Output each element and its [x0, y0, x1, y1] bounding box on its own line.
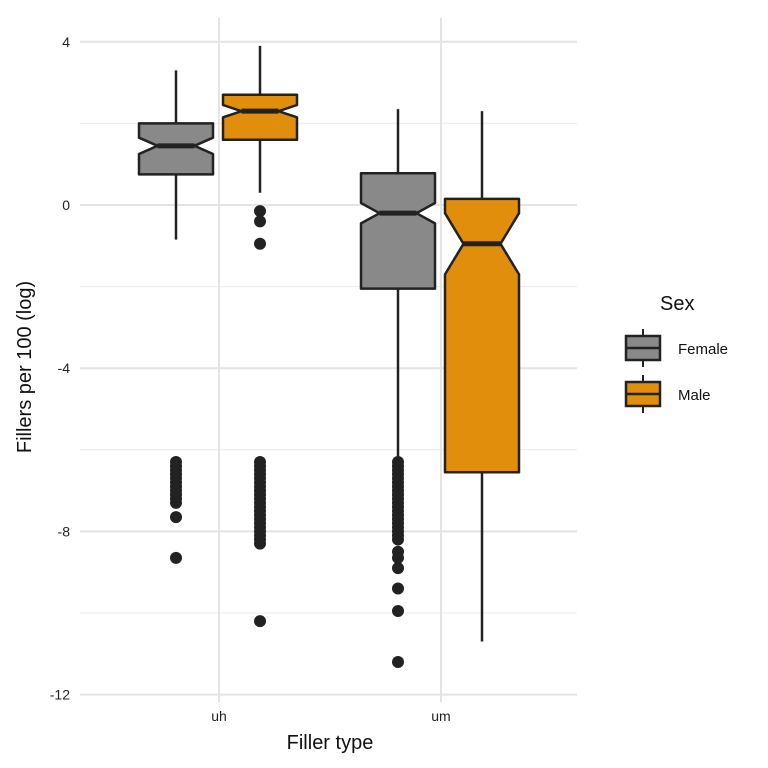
box-body: [443, 197, 521, 474]
outlier-point: [392, 655, 404, 668]
box-series: [137, 45, 521, 668]
outlier-point: [170, 511, 182, 524]
x-axis-title: Filler type: [287, 732, 374, 754]
legend-label: Female: [678, 341, 728, 358]
box-body: [221, 93, 299, 141]
y-tick-label: -4: [58, 360, 71, 376]
y-tick-label: 4: [62, 34, 70, 50]
outlier-point: [170, 551, 182, 564]
y-tick-label: -12: [50, 687, 70, 703]
box-female-uh: [137, 70, 215, 564]
outlier-point: [254, 615, 266, 628]
y-tick-label: -8: [58, 523, 71, 539]
outlier-point: [254, 537, 266, 550]
y-axis-ticks: 4 0 -4 -8 -12: [50, 34, 70, 703]
legend-key-male: Male: [624, 375, 711, 413]
outlier-point: [170, 496, 182, 509]
x-tick-label: um: [431, 708, 450, 724]
box-male-um: [443, 111, 521, 642]
outlier-point: [392, 533, 404, 546]
x-tick-label: uh: [211, 708, 227, 724]
box-body: [359, 171, 437, 290]
box-body: [137, 122, 215, 176]
outlier-point: [254, 205, 266, 218]
legend: Sex Female Male: [624, 293, 728, 413]
outlier-point: [254, 215, 266, 228]
legend-title: Sex: [660, 293, 694, 315]
outlier-point: [254, 237, 266, 250]
legend-label: Male: [678, 387, 711, 404]
outlier-point: [392, 551, 404, 564]
y-axis-title: Fillers per 100 (log): [14, 281, 36, 453]
outlier-point: [392, 582, 404, 595]
box-female-um: [359, 109, 437, 668]
grid-lines: [80, 18, 577, 702]
outlier-point: [392, 562, 404, 575]
y-tick-label: 0: [62, 197, 70, 213]
box-male-uh: [221, 45, 299, 628]
outlier-point: [392, 604, 404, 617]
x-axis-ticks: uh um: [211, 708, 451, 724]
legend-key-female: Female: [624, 329, 728, 367]
